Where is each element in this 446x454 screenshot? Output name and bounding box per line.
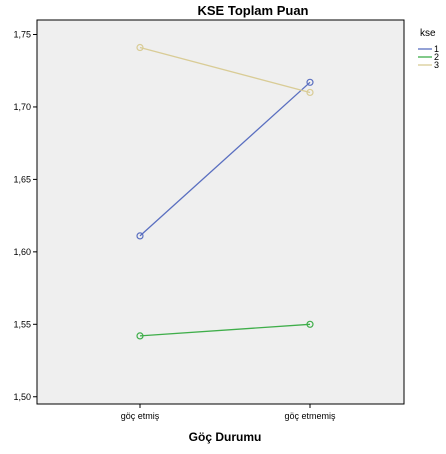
x-axis: göç etmiş göç etmemiş <box>121 404 336 421</box>
x-tick-label: göç etmemiş <box>284 411 336 421</box>
y-tick-label: 1,50 <box>13 392 31 402</box>
x-axis-title: Göç Durumu <box>189 430 262 444</box>
y-tick-label: 1,65 <box>13 174 31 184</box>
chart-title: KSE Toplam Puan <box>198 3 309 18</box>
legend-label-3: 3 <box>434 60 439 70</box>
x-tick-label: göç etmiş <box>121 411 160 421</box>
plot-area <box>37 20 404 404</box>
y-axis: 1,50 1,55 1,60 1,65 1,70 1,75 <box>13 29 37 401</box>
legend: kse 123 <box>418 28 439 70</box>
y-tick-label: 1,75 <box>13 29 31 39</box>
legend-title: kse <box>420 28 436 39</box>
y-tick-label: 1,60 <box>13 247 31 257</box>
y-tick-label: 1,55 <box>13 319 31 329</box>
y-tick-label: 1,70 <box>13 102 31 112</box>
